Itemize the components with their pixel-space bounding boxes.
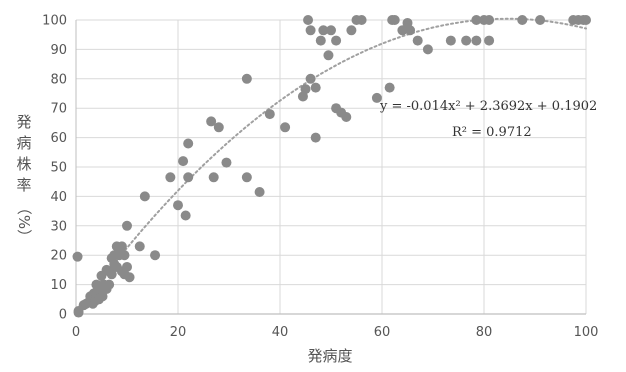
- data-point: [346, 25, 357, 36]
- data-point: [356, 15, 367, 25]
- data-point: [341, 112, 352, 123]
- data-point: [213, 122, 224, 133]
- data-point: [484, 15, 495, 25]
- y-tick-label: 30: [50, 219, 67, 234]
- data-point: [305, 25, 316, 36]
- data-point: [331, 35, 342, 46]
- data-point: [254, 186, 265, 197]
- trendline-path: [75, 17, 587, 315]
- y-tick-label: 80: [50, 72, 67, 87]
- data-point: [241, 172, 252, 183]
- data-point: [221, 157, 232, 168]
- data-point: [116, 241, 127, 252]
- data-point: [122, 261, 132, 272]
- y-tick-label: 10: [50, 278, 67, 293]
- data-point: [384, 82, 395, 93]
- data-point: [183, 172, 194, 183]
- data-point: [471, 35, 482, 46]
- data-point: [150, 250, 161, 261]
- y-axis-title-char-2: 病: [16, 134, 31, 152]
- data-point: [206, 116, 217, 127]
- data-points: [72, 15, 591, 318]
- data-point: [323, 50, 334, 61]
- data-point: [183, 138, 194, 149]
- y-tick-label: 0: [59, 308, 67, 323]
- data-point: [300, 84, 311, 95]
- data-point: [461, 35, 472, 46]
- x-tick-label: 60: [374, 325, 391, 340]
- data-point: [581, 15, 591, 25]
- data-point: [134, 241, 145, 252]
- y-tick-label: 50: [50, 161, 67, 176]
- data-point: [303, 15, 314, 25]
- data-point: [371, 92, 382, 103]
- labels: y = -0.014x² + 2.3692x + 0.1902 R² = 0.9…: [15, 14, 598, 366]
- data-point: [280, 122, 291, 133]
- data-point: [180, 210, 191, 221]
- r-squared-label: R² = 0.9712: [452, 125, 532, 140]
- trendline: [75, 17, 587, 315]
- data-point: [397, 25, 408, 36]
- data-point: [72, 251, 83, 262]
- y-axis-title-char-1: 発: [16, 113, 31, 131]
- data-point: [389, 15, 400, 25]
- data-point: [178, 156, 189, 167]
- data-point: [310, 132, 321, 143]
- data-point: [315, 35, 326, 46]
- x-tick-label: 0: [72, 325, 80, 340]
- trend-equation-label: y = -0.014x² + 2.3692x + 0.1902: [379, 99, 597, 114]
- data-point: [173, 200, 183, 211]
- axes: [75, 20, 586, 315]
- data-point: [517, 15, 528, 25]
- x-tick-label: 40: [272, 325, 289, 340]
- data-point: [405, 25, 416, 36]
- data-point: [422, 44, 433, 55]
- y-tick-label: 90: [50, 43, 67, 58]
- data-point: [318, 25, 329, 36]
- y-tick-label: 20: [50, 249, 67, 264]
- x-tick-label: 100: [574, 325, 599, 340]
- x-axis-title: 発病度: [307, 347, 352, 365]
- data-point: [97, 291, 108, 302]
- y-axis-title-char-3: 株: [16, 155, 31, 173]
- data-point: [208, 172, 219, 183]
- y-tick-label: 70: [50, 102, 67, 117]
- data-point: [165, 172, 176, 183]
- data-point: [412, 35, 423, 46]
- data-point: [241, 73, 252, 84]
- y-tick-label: 60: [50, 131, 67, 146]
- data-point: [139, 191, 150, 202]
- y-tick-label: 40: [50, 190, 67, 205]
- y-axis-title-unit: （%）: [15, 200, 33, 244]
- data-point: [471, 15, 482, 25]
- y-axis-title-char-4: 率: [16, 176, 31, 194]
- data-point: [106, 269, 117, 280]
- gridlines: [76, 19, 587, 314]
- data-point: [535, 15, 546, 25]
- data-point: [264, 109, 275, 120]
- y-tick-label: 100: [42, 14, 67, 29]
- data-point: [484, 35, 495, 46]
- data-point: [305, 73, 316, 84]
- data-point: [104, 279, 115, 290]
- data-point: [124, 272, 135, 283]
- data-point: [122, 220, 132, 231]
- data-point: [326, 25, 336, 36]
- x-tick-label: 20: [170, 325, 187, 340]
- data-point: [445, 35, 456, 46]
- data-point: [119, 250, 130, 261]
- x-tick-label: 80: [476, 325, 493, 340]
- data-point: [310, 82, 321, 93]
